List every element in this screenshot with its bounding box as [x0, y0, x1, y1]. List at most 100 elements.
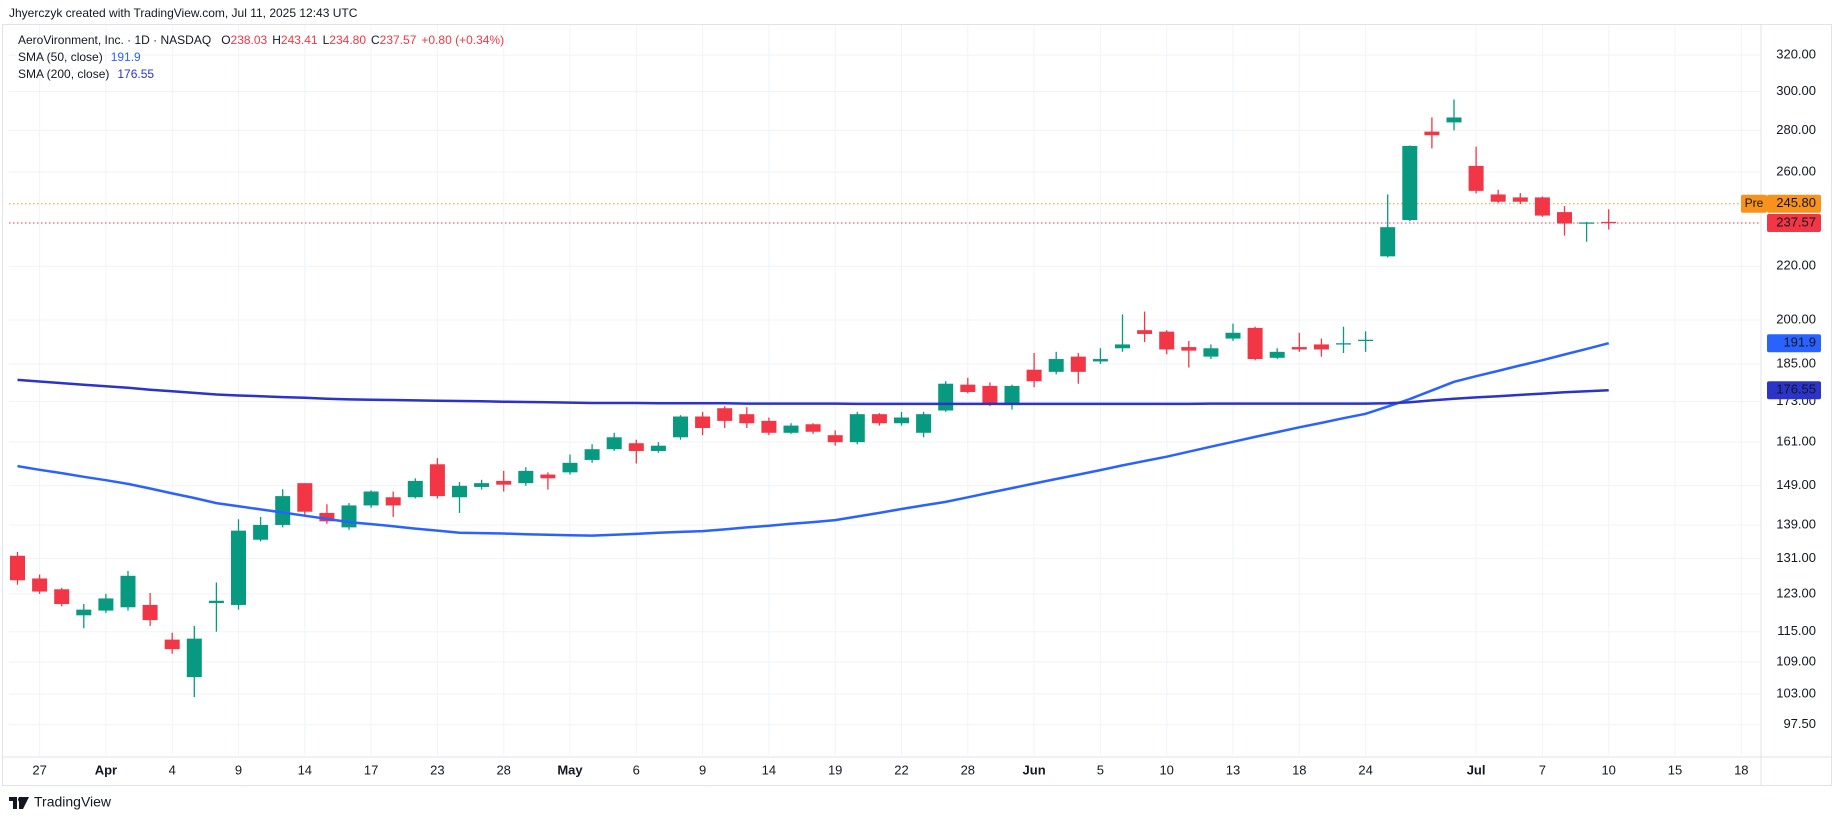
- candle-body: [1137, 330, 1153, 334]
- candle-body: [982, 385, 998, 404]
- ohlc-value: 237.57: [380, 33, 417, 47]
- candle-body: [739, 414, 755, 424]
- premarket-price-box: [1767, 194, 1821, 213]
- x-tick-label: 18: [1292, 762, 1306, 777]
- ohlc-key: H: [272, 33, 281, 47]
- candle-body: [1181, 347, 1197, 351]
- ohlc-value: 234.80: [329, 33, 366, 47]
- x-tick-label: May: [557, 762, 583, 777]
- sma-line: [17, 378, 1609, 406]
- candle-body: [1336, 343, 1351, 345]
- candle-body: [1070, 356, 1086, 372]
- candle-body: [1534, 197, 1550, 216]
- candle-body: [32, 578, 48, 592]
- premarket-tag: Pre: [1745, 196, 1764, 210]
- candle-body: [297, 483, 313, 512]
- candle-body: [827, 435, 843, 443]
- ohlc-value: 243.41: [281, 33, 318, 47]
- candle-body: [518, 470, 534, 484]
- sma-price-label: 191.9: [1783, 335, 1816, 350]
- candle-body: [142, 604, 158, 621]
- candle-body: [761, 420, 777, 433]
- candle-body: [186, 638, 202, 678]
- candle-body: [363, 491, 379, 506]
- candle-body: [1446, 117, 1462, 123]
- candle-body: [319, 512, 335, 522]
- candle-body: [717, 408, 733, 421]
- ohlc-key: L: [323, 33, 330, 47]
- x-tick-label: 14: [762, 762, 776, 777]
- x-tick-label: 15: [1668, 762, 1682, 777]
- candle-body: [452, 485, 467, 498]
- labels: 97.50 103.00 109.00 115.00 123.00 131.00 139.0…: [32, 47, 1821, 777]
- y-tick-label: 185.00: [1776, 355, 1816, 370]
- x-tick-label: 27: [32, 762, 46, 777]
- candle-body: [208, 600, 224, 604]
- x-tick-label: 10: [1601, 762, 1615, 777]
- candle-body: [540, 474, 556, 479]
- candle-body: [1291, 347, 1307, 350]
- y-tick-label: 115.00: [1777, 623, 1816, 638]
- candle-body: [1026, 369, 1042, 382]
- candle-body: [849, 414, 865, 443]
- x-tick-label: 7: [1539, 762, 1546, 777]
- y-tick-label: 109.00: [1776, 653, 1816, 668]
- candle-body: [916, 414, 932, 433]
- ohlc-key: C: [371, 33, 380, 47]
- x-tick-label: 18: [1734, 762, 1748, 777]
- candle-body: [628, 443, 644, 451]
- symbol: AeroVironment, Inc. · 1D · NASDAQ: [18, 33, 211, 47]
- candle-body: [695, 416, 711, 428]
- candle-body: [1512, 197, 1528, 202]
- candle-body: [1490, 194, 1506, 202]
- candle-body: [938, 383, 954, 411]
- marks: [10, 99, 1617, 698]
- x-tick-label: 9: [235, 762, 242, 777]
- y-tick-label: 200.00: [1776, 311, 1816, 326]
- y-tick-label: 149.00: [1776, 477, 1816, 492]
- candle-body: [54, 589, 70, 605]
- premarket-tag-box: [1741, 194, 1767, 213]
- candle-body: [1004, 385, 1020, 405]
- candle-body: [98, 598, 114, 611]
- sma-price-box: [1767, 381, 1821, 400]
- last-price-box: [1767, 213, 1821, 232]
- x-tick-label: 5: [1097, 762, 1104, 777]
- y-tick-label: 320.00: [1776, 47, 1816, 62]
- x-tick-label: 10: [1159, 762, 1173, 777]
- candle-body: [673, 416, 688, 438]
- candle-body: [606, 437, 622, 450]
- sma-price-label: 176.55: [1776, 382, 1816, 397]
- candle-body: [805, 424, 821, 432]
- candle-body: [1380, 227, 1396, 257]
- candle-body: [76, 609, 92, 616]
- candle-body: [1115, 344, 1130, 349]
- sma-name: SMA (200, close): [18, 67, 109, 81]
- candle-body: [253, 524, 269, 540]
- candle-body: [1468, 165, 1484, 191]
- candle-body: [871, 414, 887, 424]
- sma-value: 191.9: [111, 50, 141, 64]
- candle-body: [231, 530, 246, 605]
- ohlc-value: 238.03: [231, 33, 268, 47]
- ohlc-key: O: [221, 33, 230, 47]
- y-tick-label: 280.00: [1776, 122, 1816, 137]
- attribution: Jhyerczyk created with TradingView.com, …: [9, 6, 358, 20]
- logo-mark: [9, 797, 29, 809]
- candle-body: [429, 464, 445, 497]
- candle-body: [164, 639, 180, 650]
- candle-body: [1358, 339, 1374, 342]
- logo-dot: [18, 797, 23, 802]
- x-tick-label: 24: [1358, 762, 1372, 777]
- y-tick-label: 123.00: [1776, 585, 1816, 600]
- sma-line: [17, 341, 1610, 537]
- x-tick-label: Apr: [95, 762, 117, 777]
- sma-price-box: [1767, 334, 1821, 353]
- candle-body: [275, 496, 291, 525]
- candle-body: [341, 505, 357, 528]
- candle-body: [1092, 359, 1108, 362]
- y-tick-label: 161.00: [1776, 434, 1816, 449]
- candle-body: [783, 425, 799, 433]
